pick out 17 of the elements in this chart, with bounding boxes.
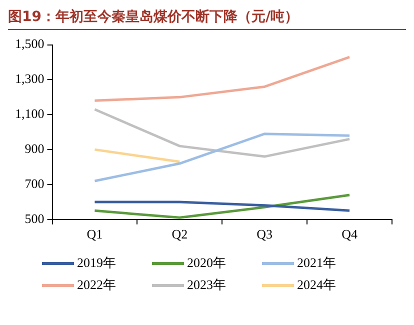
x-tick-label: Q1 xyxy=(86,226,103,242)
y-tick-label: 1,300 xyxy=(15,71,44,86)
chart-title: 图19：年初至今秦皇岛煤价不断下降（元/吨） xyxy=(8,8,406,30)
legend-label: 2019年 xyxy=(77,254,116,272)
y-tick-label: 900 xyxy=(24,140,44,156)
y-tick-label: 500 xyxy=(24,210,44,226)
legend-label: 2023年 xyxy=(187,276,226,294)
legend-label: 2020年 xyxy=(187,254,226,272)
legend-label: 2021年 xyxy=(297,254,336,272)
x-tick-label: Q2 xyxy=(172,226,188,242)
x-tick-label: Q3 xyxy=(256,226,273,242)
y-tick-label: 1,500 xyxy=(15,36,44,52)
legend-label: 2022年 xyxy=(77,276,116,294)
y-tick-label: 700 xyxy=(24,176,44,191)
x-tick-label: Q4 xyxy=(342,226,358,242)
legend-label: 2024年 xyxy=(297,276,336,294)
y-tick-label: 1,100 xyxy=(15,106,44,122)
